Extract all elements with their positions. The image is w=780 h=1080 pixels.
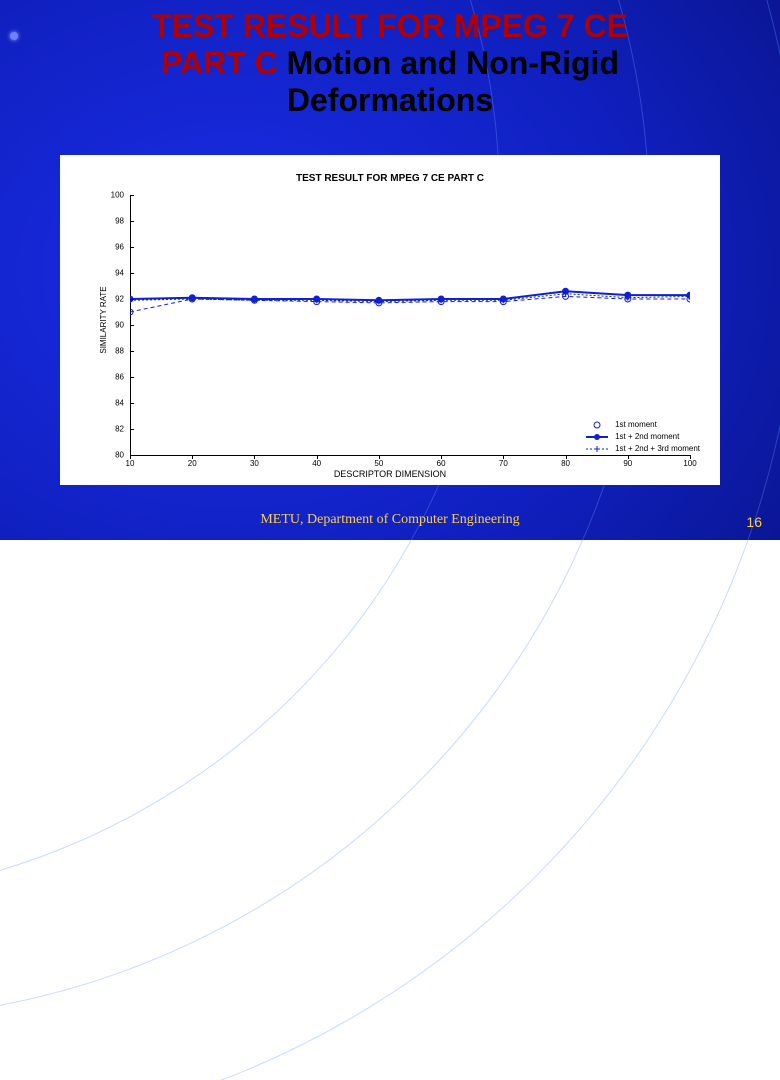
y-tick-label: 96: [115, 243, 124, 252]
y-tick-label: 80: [115, 451, 124, 460]
x-tick-label: 90: [623, 459, 632, 468]
y-tick-label: 100: [111, 191, 124, 200]
slide-footer: METU, Department of Computer Engineering: [0, 512, 780, 528]
chart-ylabel: SIMILARITY RATE: [99, 286, 108, 353]
y-tick: [130, 247, 134, 248]
legend-marker: [583, 420, 611, 430]
chart-title: TEST RESULT FOR MPEG 7 CE PART C: [60, 173, 720, 184]
y-tick: [130, 429, 134, 430]
legend-label: 1st + 2nd moment: [615, 431, 679, 443]
slide-title: TEST RESULT FOR MPEG 7 CE PART C Motion …: [0, 8, 780, 119]
x-tick-label: 30: [250, 459, 259, 468]
x-tick-label: 60: [437, 459, 446, 468]
y-tick-label: 90: [115, 321, 124, 330]
title-part-c: PART C: [161, 45, 287, 81]
y-tick: [130, 299, 134, 300]
x-axis: [130, 455, 690, 456]
legend-marker: [583, 444, 611, 454]
legend-marker: [583, 432, 611, 442]
chart-xlabel: DESCRIPTOR DIMENSION: [60, 469, 720, 479]
y-tick: [130, 455, 134, 456]
x-tick-label: 50: [374, 459, 383, 468]
chart-plot-area: 1020304050607080901008082848688909294969…: [130, 195, 690, 455]
x-tick-label: 100: [683, 459, 696, 468]
title-emphasis: Motion and Non-Rigid: [287, 45, 619, 81]
chart-container: TEST RESULT FOR MPEG 7 CE PART C SIMILAR…: [60, 155, 720, 485]
legend-item: 1st + 2nd + 3rd moment: [583, 443, 700, 455]
series-line: [130, 291, 690, 300]
page-number: 16: [746, 514, 762, 530]
x-tick-label: 10: [126, 459, 135, 468]
y-tick: [130, 273, 134, 274]
y-tick: [130, 325, 134, 326]
y-tick: [130, 377, 134, 378]
chart-svg: [130, 195, 690, 455]
x-tick-label: 70: [499, 459, 508, 468]
y-tick: [130, 403, 134, 404]
title-line-3: Deformations: [0, 82, 780, 119]
y-tick-label: 94: [115, 269, 124, 278]
x-tick-label: 80: [561, 459, 570, 468]
y-tick: [130, 351, 134, 352]
legend-item: 1st moment: [583, 419, 700, 431]
title-line-1: TEST RESULT FOR MPEG 7 CE: [0, 8, 780, 45]
y-tick-label: 92: [115, 295, 124, 304]
legend-label: 1st moment: [615, 419, 657, 431]
y-tick-label: 98: [115, 217, 124, 226]
x-tick-label: 40: [312, 459, 321, 468]
legend-item: 1st + 2nd moment: [583, 431, 700, 443]
x-tick-label: 20: [188, 459, 197, 468]
y-tick-label: 82: [115, 425, 124, 434]
y-tick: [130, 221, 134, 222]
slide-root: TEST RESULT FOR MPEG 7 CE PART C Motion …: [0, 0, 780, 540]
y-tick: [130, 195, 134, 196]
legend-label: 1st + 2nd + 3rd moment: [615, 443, 700, 455]
y-tick-label: 84: [115, 399, 124, 408]
title-emphasis: Deformations: [287, 82, 493, 118]
chart-legend: 1st moment 1st + 2nd moment 1st + 2nd + …: [583, 419, 700, 455]
y-tick-label: 88: [115, 347, 124, 356]
title-line-2: PART C Motion and Non-Rigid: [0, 45, 780, 82]
y-tick-label: 86: [115, 373, 124, 382]
